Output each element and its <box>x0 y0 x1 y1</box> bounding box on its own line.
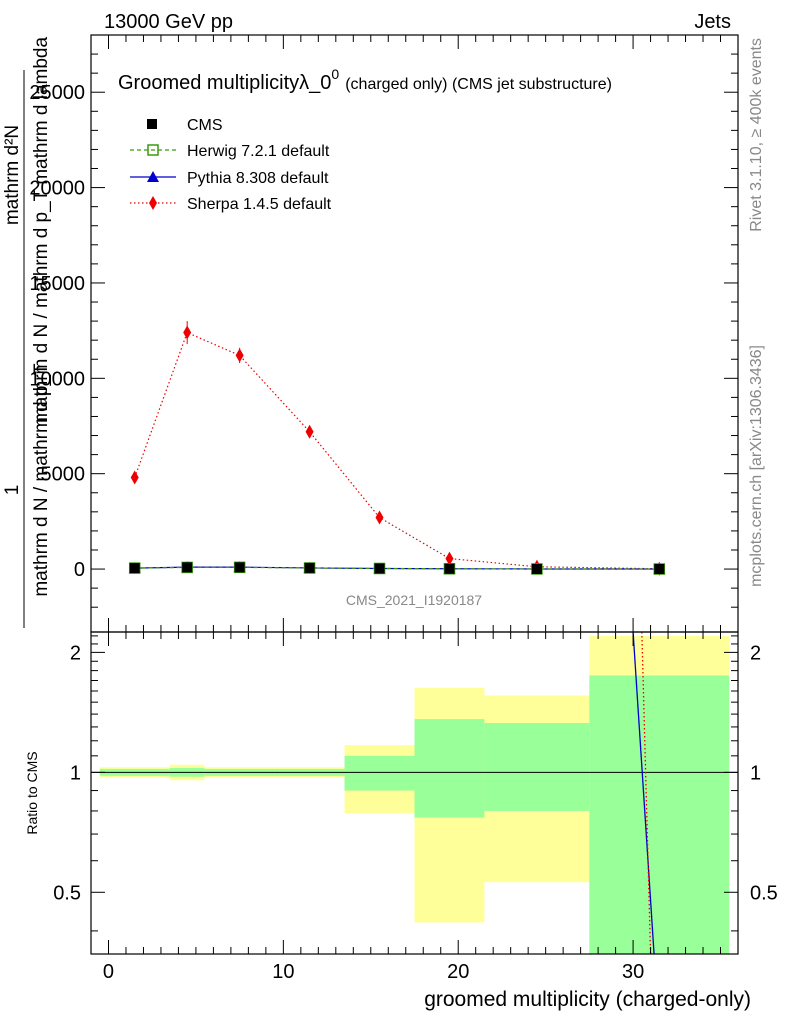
y-label-denominator: mathrm d N / mathrm d p_T <box>31 363 52 597</box>
ratio-y-tick-label-right: 2 <box>750 642 761 664</box>
ratio-y-tick-label-right: 0.5 <box>750 882 778 904</box>
x-tick-label: 0 <box>103 961 114 983</box>
ratio-y-tick-label-right: 1 <box>750 762 761 784</box>
cms-point <box>444 563 455 574</box>
ratio-line <box>641 631 652 955</box>
ratio-band-inner <box>484 722 590 811</box>
ratio-y-label: Ratio to CMS <box>24 751 40 834</box>
y-tick-label: 20000 <box>29 178 85 200</box>
header-left: 13000 GeV pp <box>104 11 233 33</box>
x-axis-label: groomed multiplicity (charged-only) <box>424 988 751 1011</box>
x-tick-label: 10 <box>272 961 294 983</box>
ratio-line <box>632 631 655 955</box>
ratio-band-inner <box>344 755 415 791</box>
main-panel: 0 5000 10000 15000 20000 25000 CMS_2021_I1920… <box>29 34 739 633</box>
legend-entry-sherpa: Sherpa 1.4.5 default <box>130 196 332 213</box>
legend: CMS Herwig 7.2.1 default Pythia 8.308 de… <box>130 117 332 213</box>
legend-label-herwig: Herwig 7.2.1 default <box>187 143 330 160</box>
chart-title-suffix: (charged only) (CMS jet substructure) <box>345 76 612 93</box>
cms-point <box>374 563 385 574</box>
chart-title-sup: 0 <box>331 66 339 82</box>
y-label-main: mathrm d N / mathrm d p_T mathrm d lambd… <box>31 37 52 424</box>
ratio-frame <box>90 631 739 955</box>
legend-marker-sherpa <box>149 196 157 210</box>
sherpa-point <box>305 424 314 439</box>
legend-entry-cms: CMS <box>147 117 223 134</box>
legend-label-pythia: Pythia 8.308 default <box>187 170 329 187</box>
cms-point <box>129 563 140 574</box>
sherpa-point <box>375 510 384 525</box>
y-tick-label: 0 <box>74 559 85 581</box>
legend-marker-pythia <box>147 171 159 182</box>
sherpa-point <box>130 470 139 485</box>
chart-title-main: Groomed multiplicityλ_0 <box>118 72 331 94</box>
legend-marker-herwig <box>147 144 159 156</box>
ratio-y-tick-label: 2 <box>70 642 81 664</box>
y-tick-label: 25000 <box>29 82 85 104</box>
y-tick-label: 5000 <box>41 464 86 486</box>
chart-title: Groomed multiplicityλ_00 (charged only) (… <box>118 66 612 94</box>
cms-point <box>182 562 193 573</box>
ratio-lines <box>632 631 655 955</box>
legend-label-cms: CMS <box>187 117 223 134</box>
ratio-y-tick-label: 1 <box>70 762 81 784</box>
rivet-label: Rivet 3.1.10, ≥ 400k events <box>748 38 765 232</box>
ratio-panel: 0.5 0.5 1 1 2 2 0 10 20 30 Ratio to CMS groomed … <box>24 631 778 1011</box>
cms-point <box>531 563 542 574</box>
sherpa-point <box>183 325 192 340</box>
sherpa-point <box>445 551 454 566</box>
legend-entry-herwig: Herwig 7.2.1 default <box>130 143 330 160</box>
y-label-numerator: mathrm d²N <box>2 125 23 225</box>
header-right: Jets <box>694 11 731 33</box>
series-line <box>134 566 660 570</box>
main-y-label: mathrm d²N mathrm d N / mathrm d p_T mat… <box>2 37 52 628</box>
ratio-band-inner <box>414 719 485 818</box>
mcplots-label: mcplots.cern.ch [arXiv:1306.3436] <box>748 345 765 587</box>
ratio-bands <box>99 635 730 954</box>
legend-label-sherpa: Sherpa 1.4.5 default <box>187 196 332 213</box>
ratio-y-axis: 0.5 0.5 1 1 2 2 <box>53 635 778 932</box>
ratio-band-inner <box>589 675 730 954</box>
main-y-axis: 0 5000 10000 15000 20000 25000 <box>29 53 738 608</box>
cms-point <box>234 562 245 573</box>
ratio-x-axis: 0 10 20 30 <box>103 632 722 983</box>
main-series <box>128 321 666 576</box>
y-tick-label: 10000 <box>29 368 85 390</box>
sherpa-point <box>235 348 244 363</box>
y-label-prefactor: 1 <box>2 485 23 496</box>
cms-point <box>654 564 665 575</box>
ratio-y-tick-label: 0.5 <box>53 882 81 904</box>
legend-entry-pythia: Pythia 8.308 default <box>130 170 329 187</box>
watermark: CMS_2021_I1920187 <box>346 592 482 608</box>
legend-marker-cms <box>147 119 157 129</box>
x-tick-label: 30 <box>622 961 644 983</box>
cms-point <box>304 562 315 573</box>
series-line <box>134 331 660 570</box>
y-tick-label: 15000 <box>29 273 85 295</box>
x-tick-label: 20 <box>447 961 469 983</box>
main-x-ticks <box>107 35 722 632</box>
